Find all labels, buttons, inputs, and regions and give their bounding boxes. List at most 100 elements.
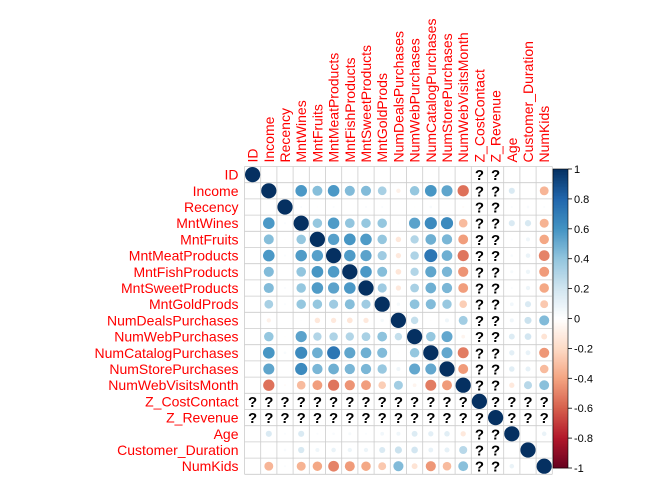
correlation-circle [525, 350, 531, 356]
colorbar-segment [553, 291, 568, 294]
correlation-circle [426, 331, 436, 342]
colorbar-tick-label: 0.6 [574, 224, 589, 236]
na-mark: ? [345, 410, 354, 427]
correlation-circle [327, 217, 340, 229]
colorbar-segment [553, 294, 568, 297]
colorbar-segment [553, 334, 568, 337]
colorbar-segment [553, 303, 568, 306]
correlation-circle [413, 206, 416, 208]
colorbar-segment [553, 366, 568, 369]
matrix-grid [244, 166, 553, 475]
correlation-circle [295, 346, 308, 359]
correlation-circle [458, 364, 469, 374]
correlation-circle [396, 431, 401, 436]
colorbar-tick-label: 0 [574, 314, 580, 326]
column-label: NumKids [536, 106, 552, 163]
correlation-circle [296, 380, 306, 390]
column-label: MntFruits [309, 104, 325, 162]
colorbar-segment [553, 231, 568, 234]
correlation-circle [441, 234, 453, 245]
correlation-circle [455, 377, 471, 393]
colorbar-segment [553, 189, 568, 192]
colorbar-segment [553, 397, 568, 400]
correlation-circle [397, 222, 400, 224]
colorbar-segment [553, 284, 568, 287]
colorbar-segment [553, 278, 568, 281]
correlation-circle [311, 249, 324, 262]
colorbar-segment [553, 269, 568, 272]
colorbar-tick-label: 0.4 [574, 254, 589, 266]
colorbar-segment [553, 411, 568, 414]
correlation-circle [508, 187, 515, 194]
colorbar-segment [553, 322, 568, 325]
correlation-circle [409, 299, 420, 310]
correlation-circle [458, 234, 469, 245]
colorbar-segment [553, 354, 568, 357]
colorbar-segment [553, 225, 568, 228]
colorbar-segment [553, 198, 568, 201]
correlation-circle [377, 364, 387, 374]
colorbar-segment [553, 375, 568, 378]
colorbar-segment [553, 218, 568, 221]
colorbar-segment [553, 448, 568, 451]
correlation-circle [293, 215, 309, 231]
colorbar-tick-label: 0.2 [574, 284, 589, 296]
correlation-circle [509, 302, 514, 307]
colorbar-segment [553, 429, 568, 432]
na-mark: ? [313, 394, 322, 411]
column-label: MntSweetProducts [358, 45, 374, 163]
na-mark: ? [491, 329, 500, 346]
correlation-circle [523, 381, 533, 390]
na-mark: ? [491, 248, 500, 265]
na-mark: ? [264, 410, 273, 427]
na-mark: ? [426, 410, 435, 427]
colorbar-segment [553, 427, 568, 430]
correlation-circle [283, 432, 287, 435]
colorbar-segment [553, 412, 568, 415]
na-mark: ? [475, 248, 484, 265]
colorbar-segment [553, 465, 568, 467]
colorbar-segment [553, 439, 568, 442]
colorbar-segment [553, 210, 568, 213]
correlation-circle [524, 316, 532, 324]
correlation-circle [360, 266, 372, 278]
colorbar-segment [553, 236, 568, 239]
colorbar-segment [553, 239, 568, 242]
column-label: NumWebVisitsMonth [455, 32, 471, 162]
correlation-circle [316, 206, 319, 208]
na-mark: ? [475, 345, 484, 362]
na-mark: ? [475, 410, 484, 427]
correlation-circle [538, 250, 550, 261]
colorbar-segment [553, 357, 568, 360]
colorbar-segment [553, 420, 568, 423]
correlation-circle [378, 381, 387, 390]
colorbar-segment [553, 314, 568, 316]
correlation-circle [541, 333, 548, 340]
colorbar-tick-label: 1 [574, 164, 580, 176]
colorbar-segment [553, 240, 568, 243]
na-mark: ? [345, 394, 354, 411]
correlation-circle [409, 348, 420, 358]
correlation-circle [394, 332, 403, 341]
correlation-circle [509, 463, 515, 469]
colorbar-segment [553, 285, 568, 288]
na-mark: ? [491, 264, 500, 281]
colorbar-tick-label: -0.2 [574, 343, 593, 355]
correlation-circle [412, 383, 417, 388]
colorbar-segment [553, 340, 568, 343]
colorbar-segment [553, 263, 568, 266]
correlation-circle [425, 363, 437, 375]
correlation-circle [344, 461, 355, 472]
row-label: MntGoldProds [149, 296, 238, 312]
colorbar-segment [553, 267, 568, 270]
column-labels: ID Income Recency MntWines MntFruits MntMeatP… [245, 19, 553, 163]
correlation-circle [313, 332, 322, 341]
correlation-circle [425, 282, 437, 294]
colorbar-segment [553, 321, 568, 324]
correlation-circle [510, 238, 513, 241]
correlation-circle [328, 363, 339, 375]
correlation-circle [300, 319, 302, 322]
column-label: Recency [277, 108, 293, 162]
correlation-circle [540, 300, 549, 309]
na-mark: ? [523, 394, 532, 411]
